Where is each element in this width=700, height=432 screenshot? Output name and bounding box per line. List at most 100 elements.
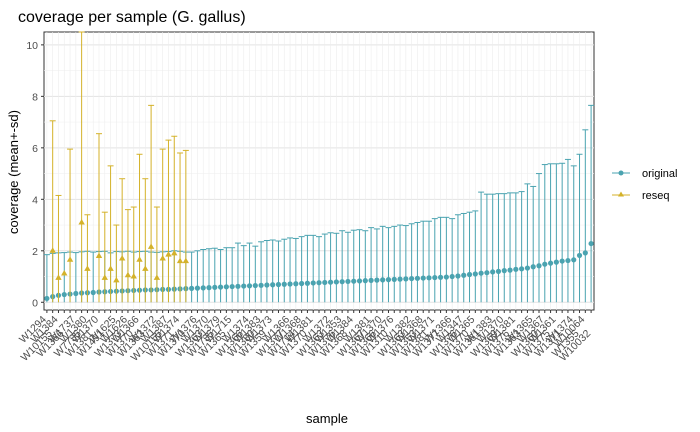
original-point	[275, 281, 282, 288]
original-point	[588, 240, 594, 247]
original-point	[258, 282, 264, 288]
original-point	[229, 283, 235, 290]
reseq-point	[165, 251, 172, 257]
original-point	[241, 283, 247, 289]
reseq-point	[61, 269, 68, 276]
reseq-point	[107, 265, 114, 271]
original-point	[356, 278, 363, 284]
original-point	[437, 274, 444, 280]
original-point	[420, 275, 426, 281]
legend-original-swatch	[618, 170, 624, 176]
series-reseq	[49, 31, 190, 303]
reseq-point	[95, 252, 103, 258]
original-point	[519, 266, 525, 272]
y-tick-label: 6	[32, 143, 38, 155]
reseq-point	[66, 256, 74, 262]
original-point	[293, 281, 299, 287]
legend: original reseq	[612, 168, 677, 202]
original-point	[472, 271, 478, 277]
reseq-point	[49, 247, 56, 253]
reseq-point	[118, 255, 126, 261]
x-axis-title: sample	[306, 411, 348, 426]
reseq-point	[78, 218, 85, 225]
original-point	[194, 285, 201, 291]
original-point	[362, 278, 368, 284]
reseq-point	[171, 249, 178, 256]
y-tick-label: 8	[32, 91, 38, 103]
original-point	[547, 260, 554, 266]
original-point	[299, 280, 305, 287]
original-point	[490, 269, 496, 275]
original-point	[443, 274, 449, 280]
y-axis-title: coverage (mean+-sd)	[6, 110, 21, 234]
reseq-point	[147, 243, 155, 249]
original-point	[571, 257, 577, 263]
original-point	[495, 268, 502, 274]
original-point	[380, 277, 386, 283]
original-point	[576, 252, 583, 259]
original-point	[461, 272, 467, 278]
original-point	[44, 295, 50, 302]
original-point	[322, 279, 328, 286]
reseq-point	[136, 256, 143, 262]
original-point	[316, 280, 322, 286]
original-point	[200, 285, 206, 291]
original-point	[252, 282, 258, 289]
original-point	[565, 257, 571, 264]
original-point	[501, 268, 507, 274]
reseq-point	[113, 276, 120, 283]
reseq-point	[124, 271, 132, 278]
original-point	[397, 276, 403, 282]
original-point	[351, 278, 357, 284]
reseq-point	[101, 274, 108, 280]
original-point	[339, 279, 345, 285]
y-axis: 0 2 4 6 8 10	[26, 40, 44, 309]
original-point	[449, 273, 455, 280]
original-point	[206, 285, 212, 291]
reseq-point	[176, 257, 184, 264]
original-point	[553, 259, 559, 265]
reseq-point	[142, 265, 149, 271]
original-point	[414, 275, 421, 281]
original-point	[426, 275, 432, 281]
original-point	[542, 261, 548, 267]
original-point	[385, 277, 392, 283]
original-point	[90, 289, 96, 296]
original-point	[391, 276, 397, 282]
original-point	[530, 264, 536, 270]
reseq-point	[182, 257, 190, 264]
legend-reseq-swatch	[618, 191, 624, 197]
original-point	[73, 290, 79, 297]
original-point	[270, 282, 276, 288]
original-point	[61, 291, 67, 298]
original-point	[235, 283, 241, 289]
legend-original-label: original	[642, 168, 677, 180]
original-point	[368, 277, 374, 283]
original-point	[478, 270, 484, 276]
original-point	[310, 280, 316, 286]
original-point	[409, 275, 415, 282]
reseq-point	[84, 265, 91, 271]
y-tick-label: 4	[32, 194, 38, 206]
original-point	[304, 280, 311, 286]
original-point	[582, 250, 588, 256]
y-tick-label: 0	[32, 297, 38, 309]
original-point	[455, 273, 461, 279]
y-tick-label: 2	[32, 246, 38, 258]
original-point	[345, 278, 351, 285]
original-point	[403, 276, 409, 282]
original-point	[223, 284, 229, 290]
chart-title: coverage per sample (G. gallus)	[18, 9, 246, 26]
original-point	[536, 263, 542, 269]
original-point	[432, 274, 438, 281]
original-point	[466, 271, 473, 278]
y-tick-label: 10	[26, 40, 38, 52]
original-point	[212, 284, 218, 290]
original-point	[327, 279, 334, 285]
original-point	[281, 281, 287, 287]
original-point	[524, 265, 531, 271]
x-axis: W1294W10155W1384W1366W1737W7735W1380W138…	[17, 310, 593, 364]
original-point	[287, 281, 293, 287]
original-point	[513, 266, 519, 272]
